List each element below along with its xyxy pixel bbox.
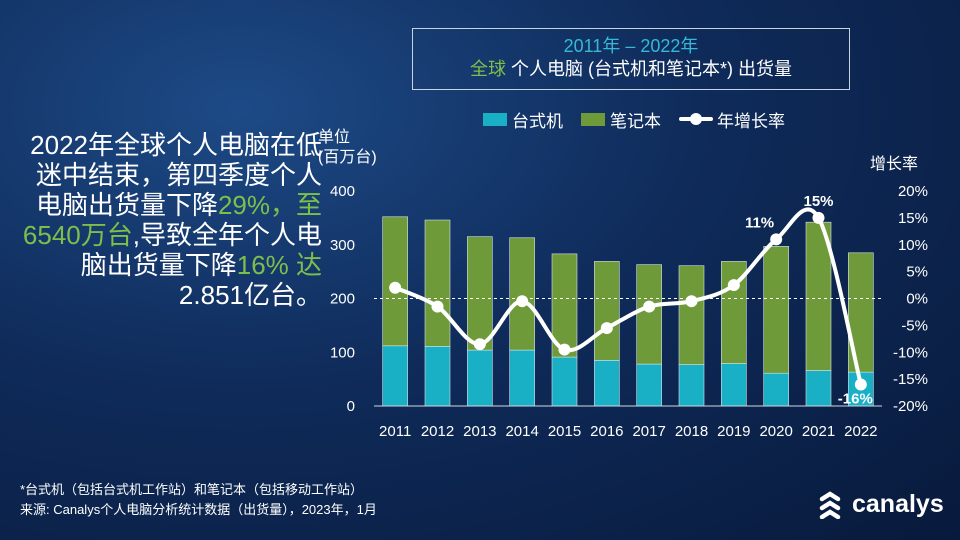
legend-item-desktop: 台式机 <box>483 107 563 132</box>
bar-notebook <box>467 236 493 351</box>
legend-swatch-growth <box>679 112 713 126</box>
growth-data-label: 11% <box>745 214 774 231</box>
chart-legend: 台式机 笔记本 年增长率 <box>483 107 803 132</box>
y2-tick-label: 0% <box>906 291 928 308</box>
y2-axis-title: 增长率 <box>870 156 919 173</box>
bar-notebook <box>721 261 747 364</box>
bar-notebook <box>509 237 535 351</box>
growth-point <box>516 295 529 308</box>
x-tick-label: 2016 <box>590 423 623 440</box>
y2-tick-label: 15% <box>898 210 928 227</box>
y2-tick-label: 10% <box>898 237 928 254</box>
footnote-definition: *台式机（包括台式机工作站）和笔记本（包括移动工作站） <box>20 482 364 497</box>
growth-point <box>685 295 698 308</box>
y-tick-label: 200 <box>330 291 355 308</box>
y2-tick-label: -20% <box>893 398 928 415</box>
growth-point <box>558 343 571 356</box>
headline-highlight-annual: 16% 达 <box>236 250 322 280</box>
growth-point <box>643 300 656 313</box>
x-tick-label: 2012 <box>421 423 454 440</box>
x-tick-label: 2011 <box>379 423 411 440</box>
headline-highlight-q4: 29%，至6540万台 <box>22 190 322 250</box>
growth-line <box>394 207 863 385</box>
bar-notebook <box>678 265 705 365</box>
growth-point <box>473 338 486 351</box>
bar-notebook <box>594 261 620 361</box>
legend-label-notebook: 笔记本 <box>610 111 661 131</box>
footnotes: *台式机（包括台式机工作站）和笔记本（包括移动工作站） 来源: Canalys个… <box>20 480 377 520</box>
growth-point <box>600 322 613 335</box>
x-tick-label: 2015 <box>548 423 581 440</box>
bar-desktop <box>551 356 578 407</box>
bar-notebook <box>636 264 662 365</box>
growth-point <box>389 281 402 294</box>
legend-label-growth: 年增长率 <box>717 111 785 131</box>
footnote-source: 来源: Canalys个人电脑分析统计数据（出货量），2023年，1月 <box>20 502 377 517</box>
headline-text: 2022年全球个人电脑在低迷中结束，第四季度个人电脑出货量下降29%，至6540… <box>22 130 322 310</box>
legend-item-growth: 年增长率 <box>679 107 785 132</box>
y2-tick-label: -10% <box>893 344 928 361</box>
x-tick-label: 2022 <box>844 423 877 440</box>
growth-point <box>770 233 783 246</box>
growth-point <box>854 378 867 391</box>
y2-tick-label: -15% <box>893 371 928 388</box>
bar-desktop <box>594 360 620 407</box>
y2-tick-label: 20% <box>898 183 928 200</box>
bar-notebook <box>805 221 832 371</box>
bar-desktop <box>805 370 832 407</box>
y-tick-label: 0 <box>347 398 355 415</box>
bar-desktop <box>678 364 705 407</box>
x-tick-label: 2018 <box>675 423 708 440</box>
legend-item-notebook: 笔记本 <box>581 107 661 132</box>
legend-label-desktop: 台式机 <box>512 111 563 131</box>
chart-title-main: 全球 个人电脑 (台式机和笔记本*) 出货量 <box>413 57 849 81</box>
growth-point <box>727 279 740 292</box>
y-axis-title: 单位 (百万台) <box>318 128 377 168</box>
x-tick-label: 2013 <box>463 423 496 440</box>
canalys-logo-text: canalys <box>852 490 944 518</box>
chart-title-box: 2011年 – 2022年 全球 个人电脑 (台式机和笔记本*) 出货量 <box>412 28 850 90</box>
canalys-logo-icon <box>819 490 841 519</box>
x-tick-label: 2014 <box>505 423 538 440</box>
x-tick-label: 2019 <box>717 423 750 440</box>
bar-notebook <box>424 219 451 347</box>
x-tick-label: 2021 <box>802 423 835 440</box>
growth-data-label: -16% <box>838 391 873 408</box>
headline-part2: ,导致全年个人电脑出货量下降 <box>80 220 322 280</box>
headline-part3: 2.851亿台。 <box>178 280 322 310</box>
y-tick-label: 300 <box>330 237 355 254</box>
bar-desktop <box>467 349 493 407</box>
y-axis-title-line1: 单位 <box>318 129 351 146</box>
x-tick-label: 2017 <box>632 423 665 440</box>
bar-desktop <box>636 363 662 407</box>
growth-data-label: 15% <box>803 193 833 210</box>
y-tick-label: 100 <box>330 344 355 361</box>
legend-swatch-notebook <box>581 112 605 126</box>
y-axis-title-line2: (百万台) <box>318 149 377 166</box>
bar-notebook <box>763 246 789 374</box>
chart-title-years: 2011年 – 2022年 <box>563 36 699 56</box>
headline-part1: 2022年全球个人电脑在低迷中结束，第四季度个人电脑出货量下降 <box>30 130 322 220</box>
legend-swatch-desktop <box>483 112 507 126</box>
x-tick-label: 2020 <box>759 423 792 440</box>
y-tick-label: 400 <box>330 183 355 200</box>
bar-desktop <box>509 349 535 407</box>
y2-tick-label: -5% <box>901 317 928 334</box>
chart-title-rest: 个人电脑 (台式机和笔记本*) 出货量 <box>506 59 792 79</box>
bar-desktop <box>763 372 789 407</box>
chart-title-global: 全球 <box>470 59 506 79</box>
bar-desktop <box>424 346 451 407</box>
bar-desktop <box>721 363 747 407</box>
canalys-logo: canalys <box>818 490 944 519</box>
bar-notebook <box>382 216 408 347</box>
growth-point <box>812 211 825 224</box>
bar-desktop <box>382 345 408 407</box>
y2-tick-label: 5% <box>906 264 928 281</box>
growth-point <box>431 300 444 313</box>
